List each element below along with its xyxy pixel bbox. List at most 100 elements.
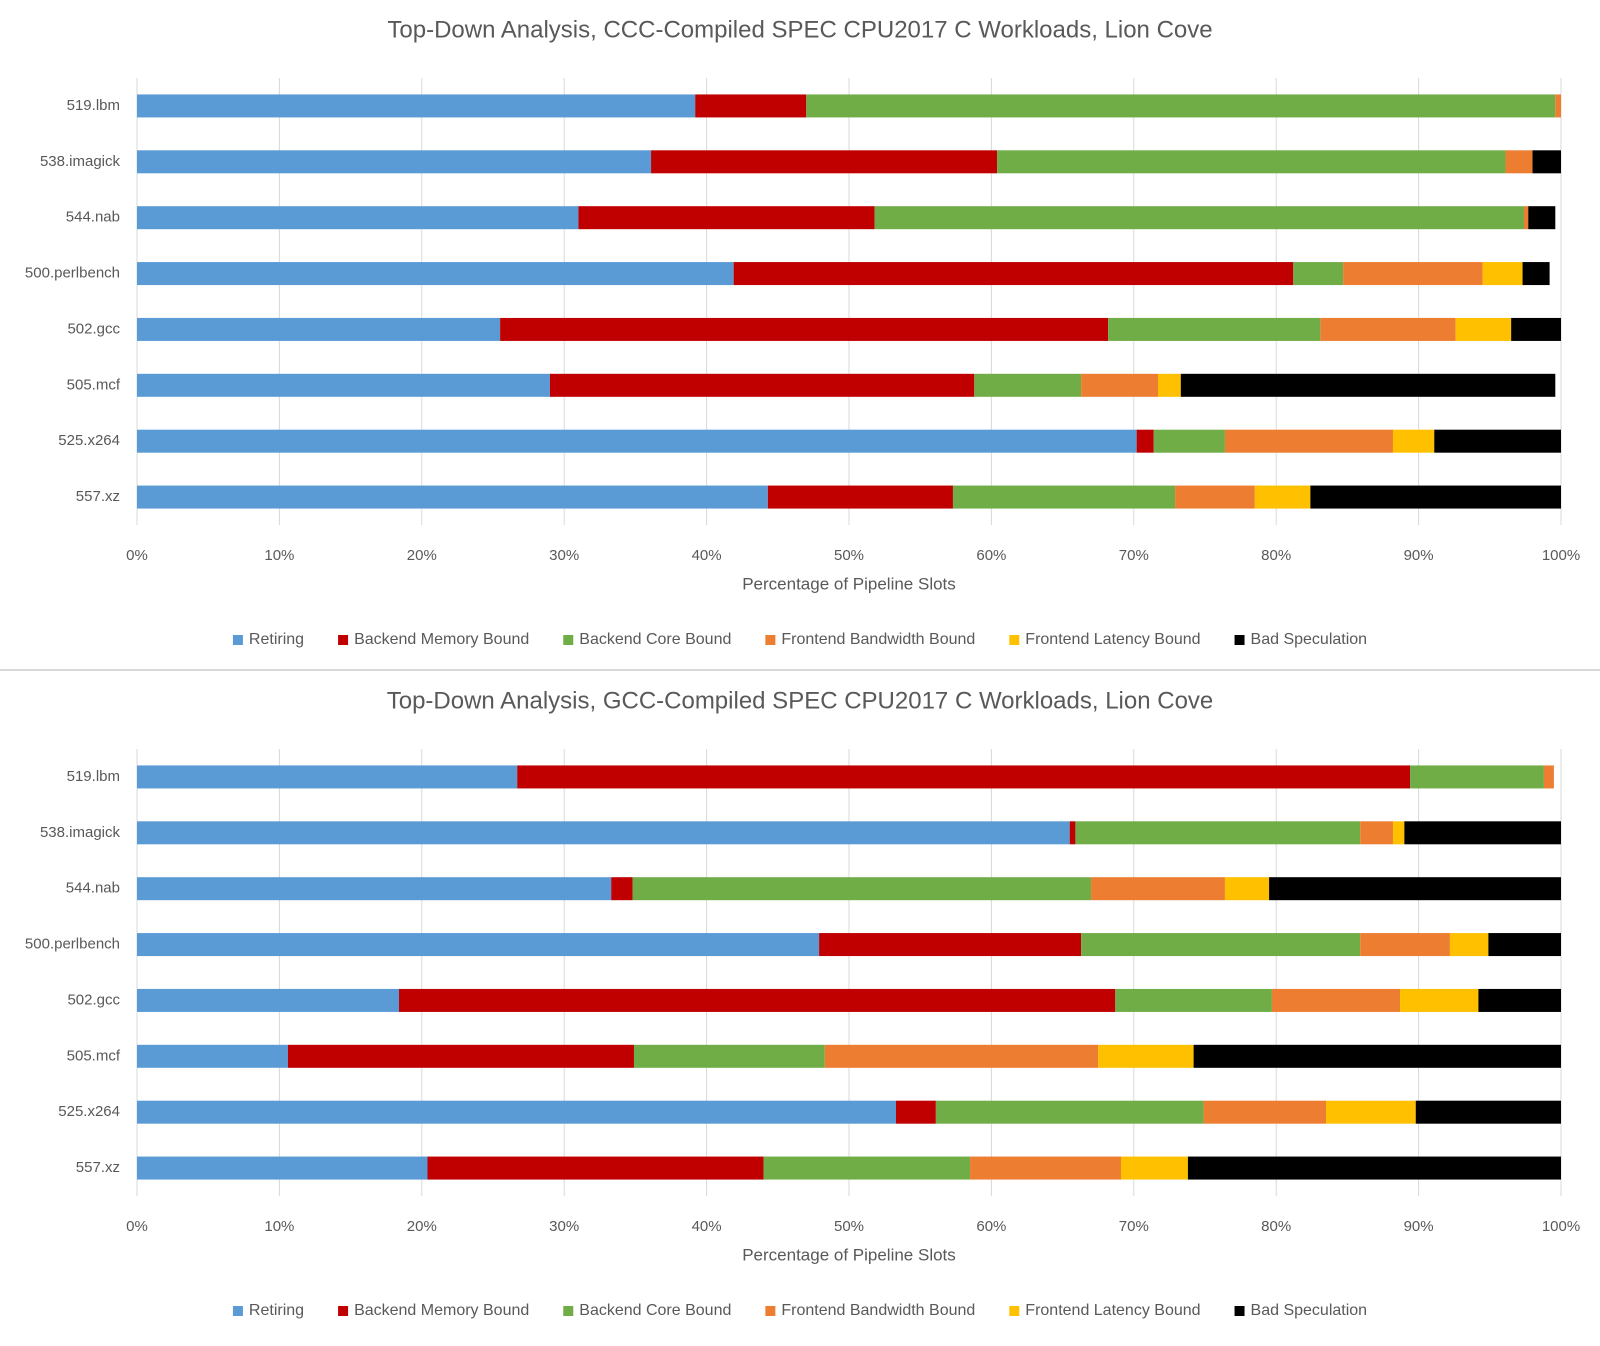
chart-panel-ccc: Top-Down Analysis, CCC-Compiled SPEC CPU… xyxy=(0,0,1600,670)
bar-segment xyxy=(1069,821,1076,845)
legend-label: Backend Core Bound xyxy=(579,1302,731,1319)
bar-segment xyxy=(1136,429,1154,453)
legend-label: Bad Speculation xyxy=(1251,1302,1368,1319)
x-tick-label: 40% xyxy=(692,547,722,564)
x-tick-label: 70% xyxy=(1119,547,1149,564)
bar-segment xyxy=(1523,206,1529,230)
bar-segment xyxy=(137,1156,428,1180)
x-tick-label: 10% xyxy=(264,547,294,564)
bar-segment xyxy=(1449,933,1489,957)
legend-label: Frontend Bandwidth Bound xyxy=(781,631,975,648)
chart-panel-gcc: Top-Down Analysis, GCC-Compiled SPEC CPU… xyxy=(0,671,1600,1341)
bar-segment xyxy=(819,933,1082,957)
bar-segment xyxy=(895,1100,936,1124)
category-label: 505.mcf xyxy=(67,376,121,393)
bar-segment xyxy=(935,1100,1204,1124)
category-label: 557.xz xyxy=(76,1159,120,1176)
bar-segment xyxy=(1153,429,1225,453)
bar-segment xyxy=(806,94,1556,118)
bar-segment xyxy=(137,821,1070,845)
bar-segment xyxy=(1175,485,1255,509)
x-tick-label: 20% xyxy=(407,1218,437,1235)
legend-swatch xyxy=(563,635,574,645)
bar-segment xyxy=(1404,821,1561,845)
legend-item: Backend Core Bound xyxy=(563,631,731,648)
bar-segment xyxy=(1091,877,1225,901)
bar-segment xyxy=(1320,317,1456,341)
legend-item: Frontend Bandwidth Bound xyxy=(765,1302,975,1319)
bar-segment xyxy=(1410,765,1544,789)
bar-segment xyxy=(767,485,953,509)
category-label: 502.gcc xyxy=(67,991,120,1008)
bar-segment xyxy=(1293,262,1344,286)
bar-segment xyxy=(997,150,1506,174)
legend-label: Backend Core Bound xyxy=(579,631,731,648)
category-label: 525.x264 xyxy=(58,1103,120,1120)
bar-segment xyxy=(137,485,768,509)
x-axis-label: Percentage of Pipeline Slots xyxy=(742,574,956,593)
bar-segment xyxy=(399,988,1116,1012)
bar-segment xyxy=(1224,429,1393,453)
legend-label: Frontend Bandwidth Bound xyxy=(781,1302,975,1319)
legend-item: Retiring xyxy=(232,631,304,648)
legend-label: Retiring xyxy=(249,1302,304,1319)
legend-label: Frontend Latency Bound xyxy=(1025,631,1200,648)
x-tick-label: 40% xyxy=(692,1218,722,1235)
bar-segment xyxy=(517,765,1411,789)
x-tick-label: 100% xyxy=(1542,547,1580,564)
bar-segment xyxy=(137,988,400,1012)
bar-segment xyxy=(1360,821,1393,845)
bar-segment xyxy=(137,150,652,174)
category-label: 519.lbm xyxy=(67,97,120,114)
bar-segment xyxy=(1482,262,1523,286)
category-label: 544.nab xyxy=(66,880,120,897)
bar-segment xyxy=(1254,485,1311,509)
bar-segment xyxy=(1081,373,1159,397)
bar-segment xyxy=(1108,317,1321,341)
bar-segment xyxy=(1455,317,1512,341)
chart-ccc: Top-Down Analysis, CCC-Compiled SPEC CPU… xyxy=(25,16,1580,648)
x-tick-label: 90% xyxy=(1404,547,1434,564)
bar-segment xyxy=(1075,821,1361,845)
bar-segment xyxy=(633,1044,825,1068)
legend-item: Bad Speculation xyxy=(1234,1302,1368,1319)
x-tick-label: 30% xyxy=(549,547,579,564)
x-tick-label: 60% xyxy=(976,1218,1006,1235)
legend-swatch xyxy=(232,1306,243,1316)
bar-segment xyxy=(651,150,998,174)
legend-label: Retiring xyxy=(249,631,304,648)
bar-segment xyxy=(1360,933,1450,957)
x-tick-label: 60% xyxy=(976,547,1006,564)
x-tick-label: 90% xyxy=(1404,1218,1434,1235)
chart-title: Top-Down Analysis, CCC-Compiled SPEC CPU… xyxy=(387,16,1212,43)
bar-segment xyxy=(1115,988,1272,1012)
bar-segment xyxy=(611,877,633,901)
bar-segment xyxy=(137,1100,896,1124)
x-tick-label: 50% xyxy=(834,547,864,564)
bar-segment xyxy=(137,877,612,901)
bar-segment xyxy=(137,1044,288,1068)
legend-item: Frontend Latency Bound xyxy=(1009,631,1201,648)
bar-segment xyxy=(1415,1100,1561,1124)
legend-label: Backend Memory Bound xyxy=(354,631,529,648)
legend-swatch xyxy=(1234,1306,1245,1316)
category-label: 538.imagick xyxy=(40,153,121,170)
bar-segment xyxy=(1511,317,1561,341)
legend-swatch xyxy=(338,635,349,645)
bar-segment xyxy=(578,206,875,230)
bar-segment xyxy=(1488,933,1561,957)
category-label: 500.perlbench xyxy=(25,265,120,282)
bar-segment xyxy=(137,933,820,957)
bar-segment xyxy=(1478,988,1561,1012)
legend-item: Backend Memory Bound xyxy=(338,631,529,648)
bar-segment xyxy=(1434,429,1561,453)
x-tick-label: 100% xyxy=(1542,1218,1580,1235)
legend-item: Bad Speculation xyxy=(1234,631,1367,648)
x-tick-label: 30% xyxy=(549,1218,579,1235)
bar-segment xyxy=(500,317,1109,341)
legend: Retiring Backend Memory Bound Backend Core… xyxy=(232,1302,1368,1319)
bar-segment xyxy=(1310,485,1561,509)
legend-swatch xyxy=(765,635,776,645)
legend-swatch xyxy=(1009,635,1020,645)
legend-swatch xyxy=(765,1306,776,1316)
